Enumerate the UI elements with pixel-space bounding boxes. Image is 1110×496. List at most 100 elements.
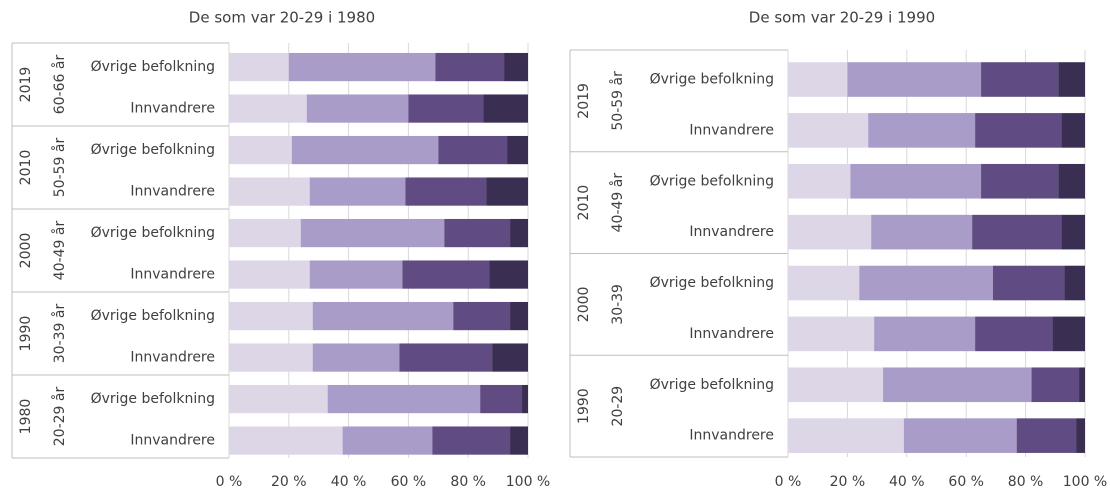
category-label: Øvrige befolkning bbox=[650, 377, 774, 393]
chart-title: De som var 20-29 i 1990 bbox=[749, 9, 935, 27]
bar-segment bbox=[312, 343, 400, 372]
x-tick-label: 60 % bbox=[391, 474, 427, 490]
bar-segment bbox=[483, 94, 528, 123]
bar-segment bbox=[1052, 316, 1085, 352]
bar-segment bbox=[229, 301, 313, 331]
group-age: 30-39 bbox=[610, 284, 626, 325]
bar-segment bbox=[1058, 62, 1085, 97]
bar-segment bbox=[507, 135, 528, 165]
category-label: Øvrige befolkning bbox=[650, 173, 774, 189]
group-age: 60-66 år bbox=[51, 55, 68, 115]
bar-segment bbox=[229, 52, 289, 82]
bar-segment bbox=[229, 260, 310, 289]
bar-segment bbox=[1064, 265, 1085, 301]
group-year: 1980 bbox=[18, 399, 34, 435]
bar-segment bbox=[522, 384, 528, 414]
bar-segment bbox=[229, 135, 292, 165]
bar-segment bbox=[229, 343, 313, 372]
x-tick-label: 40 % bbox=[889, 474, 925, 490]
bar-segment bbox=[788, 62, 848, 97]
x-tick-label: 0 % bbox=[775, 474, 802, 490]
bar-segment bbox=[788, 265, 860, 301]
bar-segment bbox=[788, 163, 851, 199]
category-label: Øvrige befolkning bbox=[91, 142, 215, 158]
bar-segment bbox=[229, 426, 343, 455]
group-age: 20-29 bbox=[610, 386, 626, 427]
x-tick-label: 80 % bbox=[1008, 474, 1044, 490]
category-label: Innvandrere bbox=[130, 433, 215, 449]
bar-segment bbox=[402, 260, 490, 289]
category-label: Innvandrere bbox=[130, 101, 215, 117]
group-age: 40-49 år bbox=[609, 173, 626, 233]
x-tick-label: 20 % bbox=[830, 474, 866, 490]
bar-segment bbox=[788, 214, 872, 250]
group-year: 2019 bbox=[576, 83, 592, 119]
x-tick-label: 100 % bbox=[1063, 474, 1107, 490]
bar-segment bbox=[229, 384, 328, 414]
x-tick-label: 20 % bbox=[271, 474, 307, 490]
bar-segment bbox=[975, 316, 1053, 352]
group-year: 2000 bbox=[18, 233, 34, 269]
x-tick-label: 60 % bbox=[948, 474, 984, 490]
bar-segment bbox=[288, 52, 436, 82]
category-label: Øvrige befolkning bbox=[91, 391, 215, 407]
bar-segment bbox=[453, 301, 511, 331]
group-age: 20-29 år bbox=[51, 387, 68, 447]
category-label: Øvrige befolkning bbox=[650, 72, 774, 88]
bar-segment bbox=[1016, 418, 1077, 453]
bar-segment bbox=[480, 384, 523, 414]
group-age: 40-49 år bbox=[51, 221, 68, 281]
bar-segment bbox=[847, 62, 982, 97]
bar-segment bbox=[1076, 418, 1085, 453]
bar-segment bbox=[492, 343, 528, 372]
bar-segment bbox=[229, 218, 301, 248]
group-year: 2019 bbox=[18, 67, 34, 103]
bar-segment bbox=[975, 113, 1062, 148]
category-label: Innvandrere bbox=[130, 267, 215, 283]
bar-segment bbox=[903, 418, 1017, 453]
x-tick-label: 80 % bbox=[450, 474, 486, 490]
bar-segment bbox=[309, 177, 406, 206]
category-label: Innvandrere bbox=[130, 350, 215, 366]
bar-segment bbox=[1058, 163, 1085, 199]
category-label: Øvrige befolkning bbox=[91, 225, 215, 241]
bar-segment bbox=[788, 367, 884, 403]
bar-segment bbox=[1079, 367, 1085, 403]
group-year: 2000 bbox=[576, 287, 592, 323]
category-label: Innvandrere bbox=[689, 428, 774, 444]
category-label: Innvandrere bbox=[130, 184, 215, 200]
bar-segment bbox=[300, 218, 445, 248]
bar-segment bbox=[309, 260, 403, 289]
bar-segment bbox=[510, 301, 528, 331]
bar-segment bbox=[1031, 367, 1080, 403]
group-age: 30-39 år bbox=[51, 304, 68, 364]
bar-segment bbox=[504, 52, 528, 82]
bar-segment bbox=[408, 94, 484, 123]
bar-segment bbox=[405, 177, 487, 206]
group-year: 1990 bbox=[18, 316, 34, 352]
bar-segment bbox=[883, 367, 1032, 403]
bar-segment bbox=[399, 343, 493, 372]
bar-segment bbox=[992, 265, 1065, 301]
category-label: Innvandrere bbox=[689, 224, 774, 240]
group-year: 1990 bbox=[576, 388, 592, 424]
category-label: Øvrige befolkning bbox=[650, 275, 774, 291]
category-label: Innvandrere bbox=[689, 122, 774, 138]
bar-segment bbox=[229, 177, 310, 206]
bar-segment bbox=[510, 426, 528, 455]
bar-segment bbox=[312, 301, 454, 331]
group-year: 2010 bbox=[18, 150, 34, 186]
bar-segment bbox=[874, 316, 976, 352]
bar-segment bbox=[788, 113, 869, 148]
x-tick-label: 100 % bbox=[506, 474, 550, 490]
bar-segment bbox=[342, 426, 433, 455]
bar-segment bbox=[438, 135, 508, 165]
bar-segment bbox=[788, 418, 904, 453]
bar-segment bbox=[871, 214, 973, 250]
bar-segment bbox=[788, 316, 875, 352]
chart-title: De som var 20-29 i 1980 bbox=[189, 9, 375, 27]
category-label: Øvrige befolkning bbox=[91, 308, 215, 324]
bar-segment bbox=[444, 218, 511, 248]
bar-segment bbox=[435, 52, 505, 82]
